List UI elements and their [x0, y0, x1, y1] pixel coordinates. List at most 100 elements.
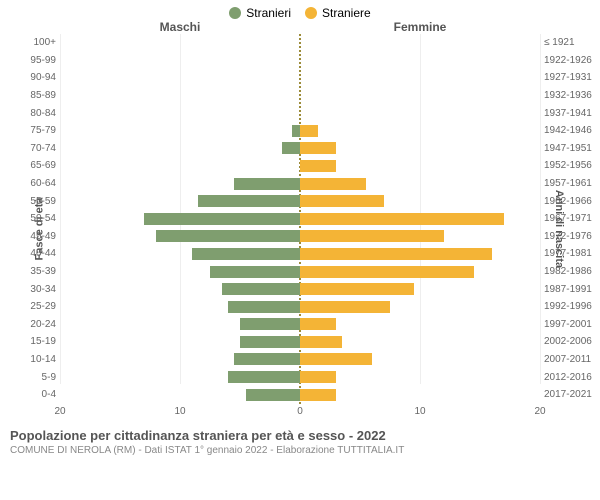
age-row: 5-92012-2016 [60, 368, 540, 386]
x-tick: 10 [414, 406, 425, 417]
age-row: 40-441977-1981 [60, 245, 540, 263]
bar-male [228, 371, 300, 383]
age-row: 90-941927-1931 [60, 69, 540, 87]
age-label: 25-29 [22, 301, 56, 312]
age-label: 5-9 [22, 372, 56, 383]
age-row: 25-291992-1996 [60, 298, 540, 316]
age-row: 0-42017-2021 [60, 386, 540, 404]
age-row: 50-541967-1971 [60, 210, 540, 228]
header-female: Femmine [300, 20, 600, 34]
bar-male [210, 266, 300, 278]
bar-female [300, 353, 372, 365]
bar-female [300, 195, 384, 207]
age-row: 75-791942-1946 [60, 122, 540, 140]
circle-icon [229, 7, 241, 19]
age-label: 30-34 [22, 284, 56, 295]
legend-label-female: Straniere [322, 6, 371, 20]
bar-female [300, 213, 504, 225]
age-row: 80-841937-1941 [60, 104, 540, 122]
age-row: 35-391982-1986 [60, 263, 540, 281]
bar-male [292, 125, 300, 137]
legend-item-male: Stranieri [229, 6, 291, 20]
birth-label: 1967-1971 [544, 213, 598, 224]
bar-male [282, 142, 300, 154]
birth-label: 1947-1951 [544, 143, 598, 154]
age-label: 70-74 [22, 143, 56, 154]
birth-label: 1987-1991 [544, 284, 598, 295]
chart-subtitle: COMUNE DI NEROLA (RM) - Dati ISTAT 1° ge… [10, 445, 590, 456]
bar-male [144, 213, 300, 225]
age-row: 20-241997-2001 [60, 316, 540, 334]
plot-area: 100+≤ 192195-991922-192690-941927-193185… [60, 34, 540, 404]
x-tick: 20 [534, 406, 545, 417]
birth-label: 1997-2001 [544, 319, 598, 330]
header-male: Maschi [0, 20, 300, 34]
bar-male [198, 195, 300, 207]
x-tick: 20 [54, 406, 65, 417]
birth-label: 1952-1956 [544, 160, 598, 171]
age-row: 10-142007-2011 [60, 351, 540, 369]
pyramid-chart: Stranieri Straniere Maschi Femmine Fasce… [0, 0, 600, 500]
birth-label: 1992-1996 [544, 301, 598, 312]
legend-item-female: Straniere [305, 6, 371, 20]
bar-male [156, 230, 300, 242]
chart-footer: Popolazione per cittadinanza straniera p… [0, 424, 600, 456]
age-row: 100+≤ 1921 [60, 34, 540, 52]
birth-label: ≤ 1921 [544, 37, 598, 48]
age-label: 95-99 [22, 55, 56, 66]
gridline [540, 34, 541, 384]
age-row: 60-641957-1961 [60, 175, 540, 193]
bar-female [300, 283, 414, 295]
bar-male [246, 389, 300, 401]
chart-title: Popolazione per cittadinanza straniera p… [10, 428, 590, 443]
birth-label: 1982-1986 [544, 266, 598, 277]
bar-female [300, 178, 366, 190]
chart-area: Fasce di età Anni di nascita 100+≤ 19219… [0, 34, 600, 424]
bar-female [300, 336, 342, 348]
x-tick: 10 [174, 406, 185, 417]
age-label: 15-19 [22, 336, 56, 347]
age-row: 15-192002-2006 [60, 333, 540, 351]
age-label: 80-84 [22, 108, 56, 119]
age-row: 70-741947-1951 [60, 140, 540, 158]
birth-label: 1942-1946 [544, 125, 598, 136]
bar-male [192, 248, 300, 260]
bar-female [300, 266, 474, 278]
bar-male [240, 336, 300, 348]
birth-label: 1977-1981 [544, 248, 598, 259]
circle-icon [305, 7, 317, 19]
age-label: 45-49 [22, 231, 56, 242]
age-row: 95-991922-1926 [60, 52, 540, 70]
age-row: 85-891932-1936 [60, 87, 540, 105]
bar-female [300, 125, 318, 137]
bar-female [300, 371, 336, 383]
birth-label: 1937-1941 [544, 108, 598, 119]
bar-female [300, 301, 390, 313]
birth-label: 1972-1976 [544, 231, 598, 242]
age-label: 20-24 [22, 319, 56, 330]
birth-label: 2002-2006 [544, 336, 598, 347]
age-row: 55-591962-1966 [60, 192, 540, 210]
age-label: 50-54 [22, 213, 56, 224]
column-headers: Maschi Femmine [0, 20, 600, 34]
birth-label: 1962-1966 [544, 196, 598, 207]
age-row: 65-691952-1956 [60, 157, 540, 175]
age-label: 60-64 [22, 178, 56, 189]
age-label: 10-14 [22, 354, 56, 365]
birth-label: 2007-2011 [544, 354, 598, 365]
x-axis: 20100 1020 [60, 404, 540, 424]
age-label: 0-4 [22, 389, 56, 400]
birth-label: 2012-2016 [544, 372, 598, 383]
legend-label-male: Stranieri [246, 6, 291, 20]
birth-label: 1932-1936 [544, 90, 598, 101]
bar-female [300, 318, 336, 330]
bar-female [300, 142, 336, 154]
age-label: 85-89 [22, 90, 56, 101]
age-label: 35-39 [22, 266, 56, 277]
bar-male [240, 318, 300, 330]
birth-label: 1927-1931 [544, 72, 598, 83]
bar-female [300, 389, 336, 401]
age-label: 75-79 [22, 125, 56, 136]
bar-male [228, 301, 300, 313]
bar-female [300, 230, 444, 242]
